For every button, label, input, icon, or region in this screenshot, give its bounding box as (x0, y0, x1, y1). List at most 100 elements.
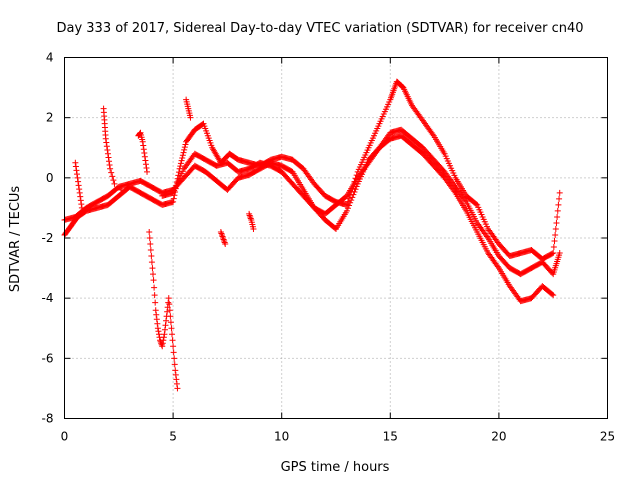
data-point (171, 355, 178, 362)
data-point (159, 343, 166, 350)
y-tick-label: -8 (42, 412, 54, 426)
data-point (556, 250, 563, 257)
data-point (556, 189, 563, 196)
data-point (141, 153, 148, 160)
data-point (350, 191, 357, 198)
data-point (549, 250, 556, 257)
data-point (147, 241, 154, 248)
data-point (149, 265, 156, 272)
data-point (178, 157, 185, 164)
data-point (111, 180, 118, 187)
data-point (170, 349, 177, 356)
data-point (142, 161, 149, 168)
data-point (552, 231, 559, 238)
data-point (109, 173, 116, 180)
data-point (549, 291, 556, 298)
data-point (148, 259, 155, 266)
data-point (181, 144, 188, 151)
x-tick-label: 25 (600, 430, 615, 444)
data-point (164, 304, 171, 311)
data-point (139, 138, 146, 145)
data-point (146, 228, 153, 235)
x-axis-label: GPS time / hours (281, 460, 390, 475)
data-point (106, 158, 113, 165)
data-point (160, 337, 167, 344)
data-point (174, 385, 181, 392)
data-point (75, 182, 82, 189)
data-point (106, 162, 113, 169)
y-tick-label: -4 (42, 291, 54, 305)
data-point (141, 150, 148, 157)
data-point (104, 150, 111, 157)
data-points (61, 78, 563, 392)
data-point (72, 159, 79, 166)
data-point (550, 292, 557, 299)
data-point (182, 141, 189, 148)
data-point (154, 325, 161, 332)
data-point (349, 194, 356, 201)
data-point (555, 201, 562, 208)
data-point (140, 142, 147, 149)
data-point (73, 171, 80, 178)
x-tick-label: 0 (61, 430, 69, 444)
data-point (166, 307, 173, 314)
data-point (160, 334, 167, 341)
data-point (180, 149, 187, 156)
data-point (148, 253, 155, 260)
data-point (152, 299, 159, 306)
data-point (159, 340, 166, 347)
data-point (167, 319, 174, 326)
data-point (247, 213, 254, 220)
x-tick-label: 20 (491, 430, 506, 444)
data-point (104, 147, 111, 154)
data-point (166, 301, 173, 308)
data-point (154, 320, 161, 327)
y-tick-label: 0 (46, 171, 54, 185)
data-point (173, 380, 180, 387)
data-point (171, 361, 178, 368)
data-point (162, 322, 169, 329)
data-point (343, 207, 350, 214)
data-point (73, 167, 80, 174)
data-point (181, 146, 188, 153)
data-point (351, 188, 358, 195)
data-point (250, 225, 257, 232)
data-point (352, 186, 359, 193)
data-point (155, 328, 162, 335)
data-point (78, 204, 85, 211)
data-point (222, 241, 229, 248)
data-point (473, 201, 480, 208)
data-point (102, 135, 109, 142)
x-tick-label: 5 (169, 430, 177, 444)
data-point (105, 154, 112, 161)
data-point (74, 174, 81, 181)
data-point (75, 178, 82, 185)
data-point (103, 143, 110, 150)
data-point (347, 199, 354, 206)
data-point (165, 295, 172, 302)
data-point (140, 146, 147, 153)
y-axis-label: SDTVAR / TECUs (8, 186, 23, 293)
data-point (556, 195, 563, 202)
data-point (344, 205, 351, 212)
data-point (177, 163, 184, 170)
data-point (110, 177, 117, 184)
x-tick-label: 15 (383, 430, 398, 444)
data-point (147, 247, 154, 254)
data-point (72, 163, 79, 170)
data-point (172, 371, 179, 378)
data-point (348, 197, 355, 204)
data-point (553, 219, 560, 226)
data-point (142, 157, 149, 164)
data-point (552, 225, 559, 232)
data-point (550, 250, 557, 257)
data-point (173, 376, 180, 383)
data-point (155, 331, 162, 338)
data-point (179, 152, 186, 159)
data-point (554, 207, 561, 214)
data-point (170, 343, 177, 350)
data-point (151, 284, 158, 291)
data-point (77, 193, 84, 200)
data-point (170, 195, 177, 202)
